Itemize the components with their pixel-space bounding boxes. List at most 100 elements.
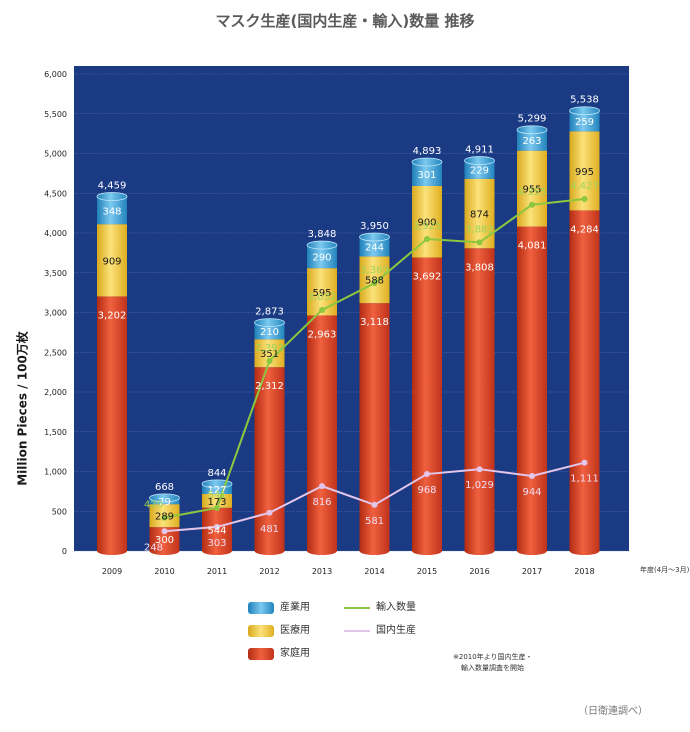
household-value-label: 2,963 <box>308 329 337 340</box>
bar-base-cap <box>254 547 285 555</box>
industrial-value-label: 301 <box>417 170 436 181</box>
legend: 産業用 医療用 家庭用 輸入数量 国内生産 <box>248 600 443 662</box>
domestic-line-point <box>214 523 220 530</box>
y-tick-label: 4,500 <box>44 189 67 198</box>
medical-value-label: 588 <box>365 276 384 287</box>
bar-segment-industrial <box>254 322 285 340</box>
bar-top-cap <box>96 192 128 201</box>
import-line-point <box>476 239 483 246</box>
bar-top-cap <box>254 318 285 327</box>
line-series <box>161 196 588 535</box>
domestic-line-value-label: 303 <box>207 538 226 549</box>
x-tick-label: 2010 <box>154 567 174 576</box>
x-tick-label: 2013 <box>312 567 332 576</box>
bar-segment-household <box>254 367 285 551</box>
y-tick-label: 3,000 <box>44 309 67 318</box>
medical-value-label: 595 <box>312 288 331 299</box>
household-value-label: 4,081 <box>518 241 547 252</box>
bar-segment-industrial <box>359 236 390 257</box>
bar-base-cap <box>307 547 337 555</box>
domestic-line-value-label: 944 <box>522 487 541 498</box>
industrial-value-label: 259 <box>575 117 594 128</box>
medical-value-label: 173 <box>207 497 226 508</box>
bar-top-cap <box>516 125 548 135</box>
legend-label-import: 輸入数量 <box>376 602 416 613</box>
legend-label-domestic: 国内生産 <box>376 625 416 636</box>
industrial-value-label: 244 <box>365 243 384 254</box>
x-axis-unit-label: 年度(4月～3月) <box>640 566 690 574</box>
y-tick-label: 5,500 <box>44 110 67 119</box>
industrial-value-label: 348 <box>102 206 121 217</box>
bar-segment-household <box>412 257 442 551</box>
import-line-point <box>529 201 535 208</box>
y-tick-label: 5,000 <box>44 150 67 159</box>
x-tick-label: 2011 <box>207 567 227 576</box>
footnote-line-2: 輸入数量調査を開始 <box>461 664 524 672</box>
total-value-label: 5,299 <box>518 114 547 125</box>
household-value-label: 3,118 <box>360 317 389 328</box>
domestic-line-point <box>424 471 430 478</box>
medical-value-label: 995 <box>575 167 594 178</box>
x-tick-label: 2014 <box>364 567 384 576</box>
import-line-point <box>161 514 168 521</box>
bar-segment-industrial <box>97 196 127 225</box>
domestic-line-point <box>581 459 588 466</box>
y-tick-label: 0 <box>62 547 67 556</box>
domestic-line-point <box>529 472 535 479</box>
medical-value-label: 874 <box>470 210 489 221</box>
medical-value-label: 900 <box>417 218 436 229</box>
bar-segment-household <box>517 226 547 552</box>
total-value-label: 3,950 <box>360 221 389 232</box>
domestic-line-value-label: 1,029 <box>465 480 494 491</box>
chart-title: マスク生産(国内生産・輸入)数量 推移 <box>215 12 475 30</box>
legend-label-medical: 医療用 <box>280 625 310 636</box>
y-tick-label: 6,000 <box>44 70 67 79</box>
stacked-bars <box>96 106 600 555</box>
y-tick-label: 2,500 <box>44 348 67 357</box>
household-value-label: 3,808 <box>465 262 494 273</box>
medical-value-label: 289 <box>155 512 174 523</box>
industrial-value-label: 290 <box>312 253 331 264</box>
household-value-label: 4,284 <box>570 224 599 235</box>
total-value-label: 4,911 <box>465 145 494 156</box>
bar-top-cap <box>464 156 495 165</box>
bar-segment-medical <box>97 224 127 297</box>
bar-segment-household <box>97 296 127 551</box>
legend-line-import <box>344 607 370 609</box>
bar-base-cap <box>517 547 547 555</box>
x-tick-label: 2016 <box>469 567 489 576</box>
x-tick-label: 2012 <box>259 567 279 576</box>
domestic-line-value-label: 1,111 <box>570 474 599 485</box>
bar-segment-medical <box>359 256 390 304</box>
total-value-label: 2,873 <box>255 307 284 318</box>
bar-segment-household <box>569 210 600 551</box>
household-value-label: 544 <box>207 525 226 536</box>
industrial-value-label: 210 <box>260 327 279 338</box>
import-line-value-label: 420 <box>144 500 163 511</box>
import-line-value-label: 3,369 <box>360 265 389 276</box>
bar-base-cap <box>569 547 600 555</box>
bar-segment-household <box>464 248 495 552</box>
y-tick-label: 500 <box>52 507 67 516</box>
bar-base-cap <box>202 547 232 555</box>
bar-top-cap <box>569 106 600 116</box>
import-line-value-label: 3,032 <box>308 292 337 303</box>
industrial-value-label: 263 <box>522 136 541 147</box>
legend-label-household: 家庭用 <box>280 648 310 659</box>
medical-value-label: 955 <box>522 185 541 196</box>
domestic-line-point <box>319 483 325 490</box>
bar-segment-household <box>359 303 390 551</box>
y-tick-label: 1,500 <box>44 428 67 437</box>
domestic-line-point <box>371 501 378 508</box>
import-line-value-label: 4,427 <box>570 181 599 192</box>
domestic-line-value-label: 581 <box>365 516 384 527</box>
medical-value-label: 909 <box>102 256 121 267</box>
y-tick-label: 4,000 <box>44 229 67 238</box>
bar-segment-industrial <box>307 245 337 269</box>
bar-top-cap <box>149 493 180 503</box>
y-tick-label: 1,000 <box>44 468 67 477</box>
bar-segment-medical <box>202 493 232 508</box>
household-value-label: 3,692 <box>413 271 442 282</box>
household-value-label: 300 <box>155 535 174 546</box>
